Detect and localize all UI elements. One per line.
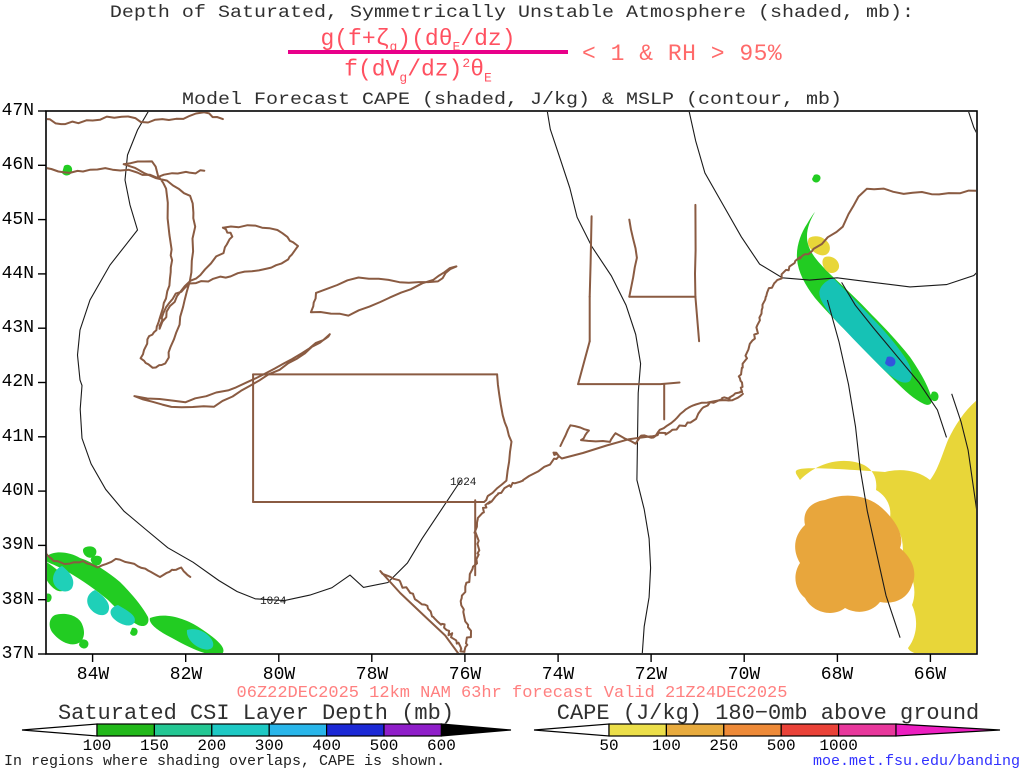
svg-text:250: 250 bbox=[709, 737, 738, 755]
svg-text:100: 100 bbox=[652, 737, 681, 755]
svg-text:500: 500 bbox=[767, 737, 796, 755]
svg-text:50: 50 bbox=[599, 737, 618, 755]
svg-text:1000: 1000 bbox=[819, 737, 857, 755]
